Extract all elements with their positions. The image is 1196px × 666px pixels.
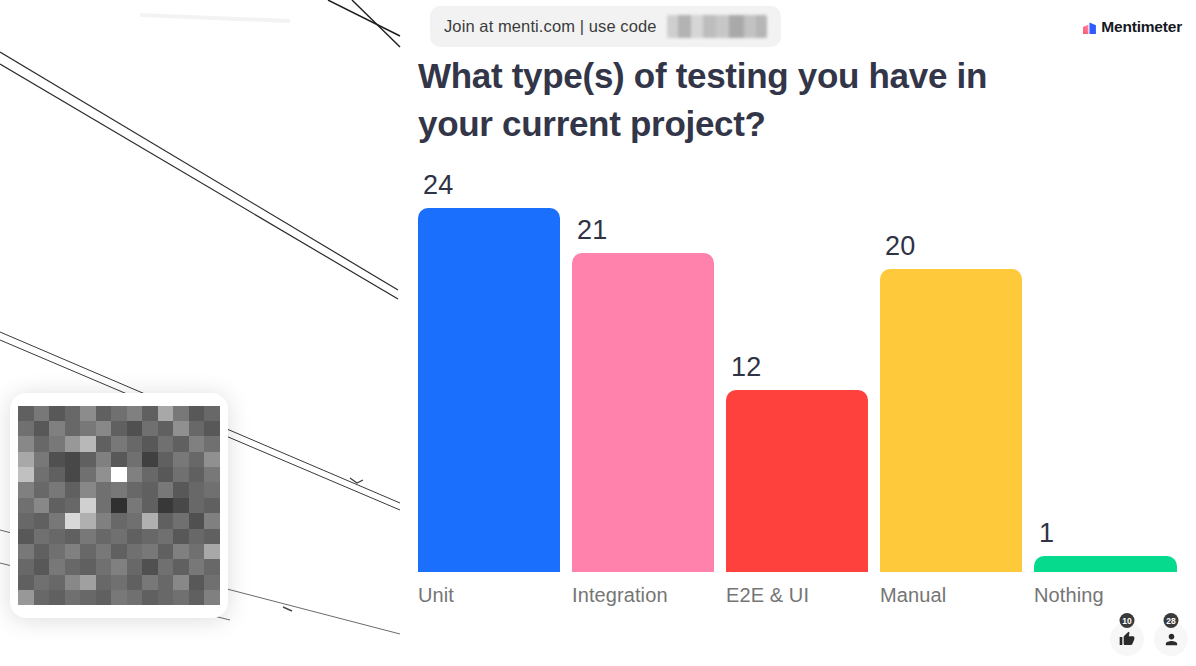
join-instruction-bar: Join at menti.com | use code [430,6,781,47]
bar [418,208,560,572]
bar-column-nothing: 1Nothing [1034,175,1177,572]
like-count-badge: 10 [1120,613,1135,628]
bar-column-integration: 21Integration [572,175,714,572]
bar-category-label: Unit [418,584,560,607]
person-icon [1163,631,1180,648]
mentimeter-logo: Mentimeter [1082,18,1182,36]
screen: { "join_bar": { "text": "Join at menti.c… [0,0,1196,666]
bar-category-label: E2E & UI [726,584,868,607]
participants-button[interactable]: 28 [1154,622,1188,656]
mentimeter-slide: Join at menti.com | use code Mentimeter … [400,0,1196,666]
reactions-panel: 10 28 [1110,622,1188,656]
bar-value-label: 24 [423,170,453,201]
participants-count-badge: 28 [1164,613,1179,628]
mentimeter-logo-icon [1082,20,1097,35]
bar [572,253,714,572]
bar-column-e2e-ui: 12E2E & UI [726,175,868,572]
mentimeter-logo-text: Mentimeter [1101,18,1182,36]
question-title: What type(s) of testing you have in your… [418,52,1063,148]
webcam-whiteboard-pane [0,0,418,666]
bar-column-manual: 20Manual [880,175,1022,572]
bar [880,269,1022,572]
bar-value-label: 1 [1039,518,1054,549]
bar-value-label: 21 [577,215,607,246]
like-reaction-button[interactable]: 10 [1110,622,1144,656]
thumbs-up-icon [1119,631,1135,647]
bar-category-label: Integration [572,584,714,607]
join-code-masked [667,15,767,38]
bar [726,390,868,572]
qr-code-blurred [18,406,220,606]
bar-column-unit: 24Unit [418,175,560,572]
bar-category-label: Nothing [1034,584,1177,607]
qr-code-card [10,393,228,618]
bar-value-label: 20 [885,231,915,262]
bar-category-label: Manual [880,584,1022,607]
join-instruction-text: Join at menti.com | use code [444,17,657,36]
bar [1034,556,1177,572]
bar-value-label: 12 [731,352,761,383]
bar-chart: 24Unit21Integration12E2E & UI20Manual1No… [418,175,1178,572]
